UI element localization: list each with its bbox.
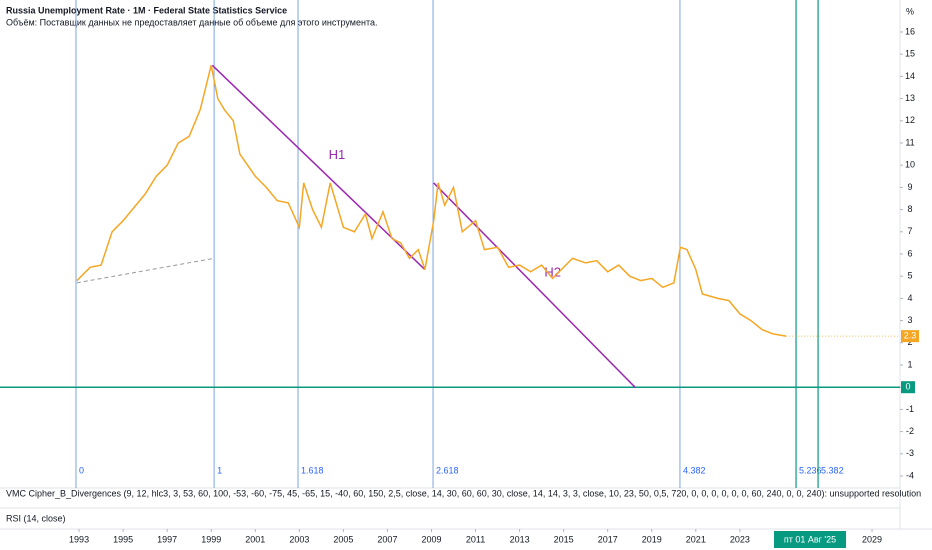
y-tick-label: -2 bbox=[906, 426, 914, 436]
y-tick-label: 4 bbox=[907, 293, 912, 303]
chart-subtitle: Объём: Поставщик данных не предоставляет… bbox=[6, 17, 378, 27]
fib-label: 2.618 bbox=[436, 465, 459, 475]
unit-label: % bbox=[906, 6, 914, 16]
x-tick-label: 2023 bbox=[730, 534, 750, 544]
y-tick-label: 10 bbox=[905, 160, 915, 170]
trend-line bbox=[211, 64, 426, 271]
y-tick-label: 7 bbox=[907, 226, 912, 236]
y-tick-label: 15 bbox=[905, 49, 915, 59]
x-tick-label: 2001 bbox=[245, 534, 265, 544]
y-tick-label: 13 bbox=[905, 93, 915, 103]
y-tick-label: 9 bbox=[907, 182, 912, 192]
x-tick-label: 2019 bbox=[642, 534, 662, 544]
x-tick-label: 1999 bbox=[201, 534, 221, 544]
trend-line bbox=[433, 182, 636, 388]
last-value-label: 2.3 bbox=[904, 331, 917, 341]
y-tick-label: -1 bbox=[906, 404, 914, 414]
x-tick-label: 1993 bbox=[69, 534, 89, 544]
y-tick-label: 3 bbox=[907, 315, 912, 325]
y-tick-label: 8 bbox=[907, 204, 912, 214]
fib-label: 1.618 bbox=[301, 465, 324, 475]
fib-label: 1 bbox=[217, 465, 222, 475]
x-tick-label: 2015 bbox=[554, 534, 574, 544]
fib-label: 0 bbox=[79, 465, 84, 475]
last-value-tag bbox=[901, 330, 919, 343]
y-tick-label: 16 bbox=[905, 26, 915, 36]
fib-label: 5.236 bbox=[799, 465, 822, 475]
hline-tag bbox=[901, 381, 915, 394]
fib-label: 4.382 bbox=[683, 465, 706, 475]
x-tick-label: 1997 bbox=[157, 534, 177, 544]
fib-label: 5.382 bbox=[821, 465, 844, 475]
x-tick-label: 2021 bbox=[686, 534, 706, 544]
y-tick-label: 11 bbox=[905, 137, 914, 147]
trend-label: H2 bbox=[544, 265, 561, 280]
x-tick-label: 2003 bbox=[289, 534, 309, 544]
y-tick-label: 5 bbox=[907, 271, 912, 281]
indicator-label: VMC Cipher_B_Divergences (9, 12, hlc3, 3… bbox=[6, 488, 921, 498]
x-tick-label: 1995 bbox=[113, 534, 133, 544]
x-tick-label: 2013 bbox=[510, 534, 530, 544]
dashed-line bbox=[76, 257, 214, 284]
series-line bbox=[76, 65, 787, 337]
x-tick-label: 2007 bbox=[377, 534, 397, 544]
y-tick-label: 2 bbox=[907, 337, 912, 347]
x-tick-label: 2009 bbox=[421, 534, 441, 544]
x-tick-label: 2029 bbox=[862, 534, 882, 544]
y-tick-label: -4 bbox=[906, 470, 914, 480]
y-tick-label: 1 bbox=[907, 359, 912, 369]
x-tick-label: 2017 bbox=[598, 534, 618, 544]
x-tick-label: 2005 bbox=[333, 534, 353, 544]
crosshair-tag bbox=[774, 531, 846, 548]
y-tick-label: 12 bbox=[905, 115, 915, 125]
y-tick-label: 14 bbox=[905, 71, 915, 81]
y-tick-label: -3 bbox=[906, 448, 914, 458]
y-tick-label: 6 bbox=[907, 248, 912, 258]
chart-title: Russia Unemployment Rate · 1M · Federal … bbox=[6, 5, 287, 15]
indicator-label: RSI (14, close) bbox=[6, 513, 66, 523]
hline-tag-label: 0 bbox=[905, 382, 910, 392]
x-tick-label: 2011 bbox=[466, 534, 485, 544]
crosshair-label: пт 01 Авг '25 bbox=[784, 534, 836, 544]
trend-label: H1 bbox=[329, 147, 346, 162]
